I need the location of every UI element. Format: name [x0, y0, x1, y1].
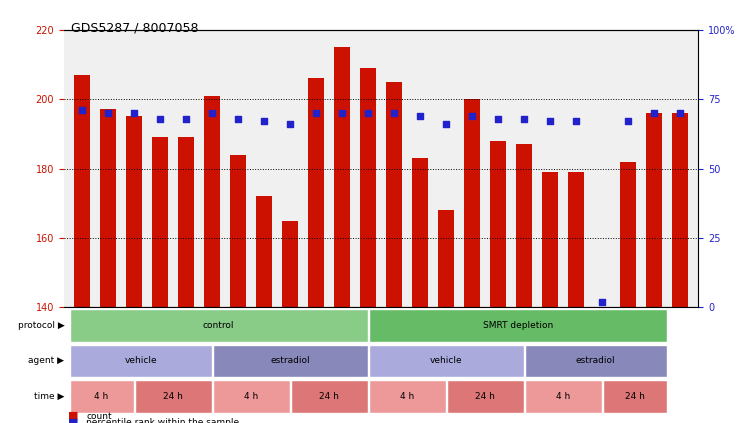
Point	[622, 118, 634, 125]
Text: 24 h: 24 h	[475, 392, 495, 401]
Bar	[517, 144, 532, 308]
Text: count: count	[86, 412, 112, 421]
Text: GDS5287 / 8007058: GDS5287 / 8007058	[71, 21, 199, 34]
FancyBboxPatch shape	[134, 380, 212, 413]
Text: 4 h: 4 h	[556, 392, 570, 401]
Point	[674, 110, 686, 116]
FancyBboxPatch shape	[213, 380, 290, 413]
Bar	[620, 162, 636, 308]
Text: percentile rank within the sample: percentile rank within the sample	[86, 418, 240, 423]
Bar	[204, 96, 220, 308]
Bar	[542, 172, 558, 308]
FancyBboxPatch shape	[213, 345, 367, 377]
Bar	[490, 141, 506, 308]
FancyBboxPatch shape	[70, 345, 212, 377]
Point	[492, 115, 504, 122]
Text: ■: ■	[68, 411, 78, 421]
Text: estradiol: estradiol	[576, 357, 616, 365]
FancyBboxPatch shape	[369, 309, 667, 342]
Text: 4 h: 4 h	[400, 392, 415, 401]
FancyBboxPatch shape	[70, 309, 367, 342]
Point	[180, 115, 192, 122]
FancyBboxPatch shape	[291, 380, 367, 413]
FancyBboxPatch shape	[525, 380, 602, 413]
FancyBboxPatch shape	[447, 380, 523, 413]
Point	[570, 118, 582, 125]
Bar	[309, 78, 324, 308]
Bar	[256, 196, 272, 308]
Text: 24 h: 24 h	[319, 392, 339, 401]
Point	[76, 107, 88, 113]
Text: 24 h: 24 h	[625, 392, 644, 401]
Point	[154, 115, 166, 122]
Bar	[231, 155, 246, 308]
Text: protocol ▶: protocol ▶	[17, 321, 65, 330]
Point	[232, 115, 244, 122]
Bar	[74, 75, 90, 308]
FancyBboxPatch shape	[525, 345, 667, 377]
Point	[284, 121, 296, 127]
Text: 4 h: 4 h	[95, 392, 109, 401]
Bar	[386, 82, 402, 308]
Point	[466, 113, 478, 119]
Point	[414, 113, 426, 119]
Bar	[647, 113, 662, 308]
Point	[440, 121, 452, 127]
Text: estradiol: estradiol	[270, 357, 310, 365]
Text: agent ▶: agent ▶	[29, 357, 65, 365]
Text: 4 h: 4 h	[244, 392, 258, 401]
Bar	[100, 110, 116, 308]
FancyBboxPatch shape	[70, 380, 134, 413]
Point	[258, 118, 270, 125]
Bar	[282, 220, 298, 308]
Text: 24 h: 24 h	[163, 392, 183, 401]
Bar	[178, 137, 194, 308]
Point	[596, 299, 608, 305]
Bar	[464, 99, 480, 308]
Point	[544, 118, 556, 125]
Text: SMRT depletion: SMRT depletion	[483, 321, 553, 330]
Bar	[126, 116, 142, 308]
Point	[128, 110, 140, 116]
Point	[648, 110, 660, 116]
FancyBboxPatch shape	[369, 380, 445, 413]
Point	[362, 110, 374, 116]
Bar	[439, 210, 454, 308]
Point	[388, 110, 400, 116]
FancyBboxPatch shape	[603, 380, 667, 413]
Point	[206, 110, 218, 116]
Text: vehicle: vehicle	[430, 357, 463, 365]
Point	[518, 115, 530, 122]
Text: vehicle: vehicle	[124, 357, 157, 365]
Bar	[152, 137, 168, 308]
Point	[336, 110, 348, 116]
Bar	[360, 68, 376, 308]
Point	[310, 110, 322, 116]
FancyBboxPatch shape	[369, 345, 523, 377]
Bar	[334, 47, 350, 308]
Text: time ▶: time ▶	[34, 392, 65, 401]
Text: ■: ■	[68, 417, 78, 423]
Bar	[672, 113, 688, 308]
Bar	[569, 172, 584, 308]
Bar	[412, 158, 428, 308]
Point	[102, 110, 114, 116]
Text: control: control	[203, 321, 234, 330]
